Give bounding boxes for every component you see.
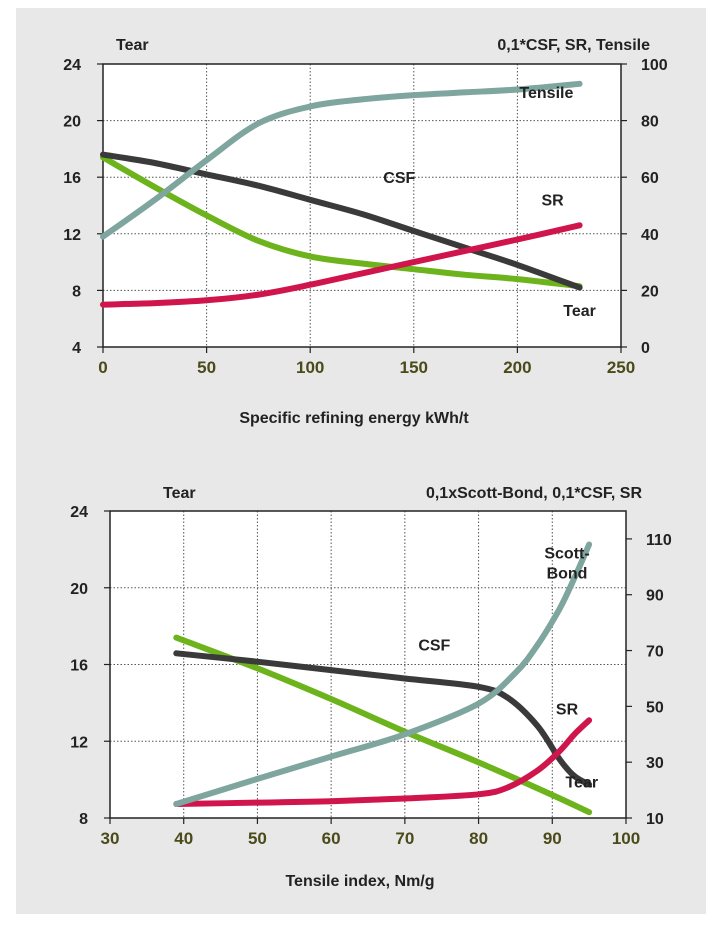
x-tick-label: 200	[503, 358, 531, 377]
y-left-tick-label: 16	[70, 658, 88, 675]
x-tick-label: 40	[174, 829, 193, 848]
y-left-tick-label: 20	[70, 581, 88, 598]
y-left-tick-label: 12	[70, 734, 88, 751]
series-line-tensile	[100, 80, 583, 240]
x-tick-label: 50	[248, 829, 267, 848]
y-left-tick-label: 12	[63, 227, 81, 244]
y-right-tick-label: 90	[646, 588, 664, 605]
x-tick-label: 50	[197, 358, 216, 377]
series-line-csf	[100, 151, 583, 291]
series-line-tear	[100, 154, 583, 290]
y-right-tick-label: 70	[646, 644, 664, 661]
x-tick-label: 80	[469, 829, 488, 848]
y-right-tick-label: 30	[646, 755, 664, 772]
series-label-csf: CSF	[383, 170, 415, 187]
series-label-tear: Tear	[565, 774, 598, 791]
y-left-axis-title: Tear	[163, 485, 196, 502]
x-tick-label: 250	[607, 358, 635, 377]
x-tick-label: 0	[98, 358, 107, 377]
series-label-sr: SR	[542, 193, 565, 210]
y-right-tick-label: 20	[641, 283, 659, 300]
y-right-tick-label: 80	[641, 114, 659, 131]
y-right-tick-label: 50	[646, 699, 664, 716]
series-label-sr: SR	[556, 702, 579, 719]
y-left-tick-label: 24	[63, 57, 81, 74]
x-axis-title: Specific refining energy kWh/t	[239, 410, 469, 427]
x-tick-label: 90	[543, 829, 562, 848]
x-tick-label: 150	[400, 358, 428, 377]
y-left-tick-label: 4	[72, 340, 81, 357]
series-label-tear: Tear	[563, 303, 596, 320]
x-tick-label: 30	[101, 829, 120, 848]
y-left-tick-label: 20	[63, 114, 81, 131]
y-right-tick-label: 40	[641, 227, 659, 244]
y-right-tick-label: 10	[646, 811, 664, 828]
y-left-tick-label: 16	[63, 170, 81, 187]
x-tick-label: 70	[395, 829, 414, 848]
y-right-axis-title: 0,1*CSF, SR, Tensile	[497, 37, 650, 54]
series-label-scott-bond: Scott-Bond	[544, 545, 589, 582]
series-label-csf: CSF	[418, 638, 450, 655]
series-label-tensile: Tensile	[519, 85, 573, 102]
y-left-tick-label: 8	[72, 283, 81, 300]
y-right-tick-label: 100	[641, 57, 668, 74]
y-right-tick-label: 110	[646, 532, 672, 549]
series-line-csf	[173, 650, 593, 788]
plot-frame	[102, 63, 622, 348]
x-tick-label: 60	[322, 829, 341, 848]
series-line-scott-bond	[173, 541, 593, 807]
x-axis-title: Tensile index, Nm/g	[285, 873, 434, 890]
y-left-axis-title: Tear	[116, 37, 149, 54]
y-right-axis-title: 0,1xScott-Bond, 0,1*CSF, SR	[426, 485, 642, 502]
y-left-tick-label: 24	[70, 504, 88, 521]
y-right-tick-label: 0	[641, 340, 650, 357]
series-line-sr	[100, 222, 583, 308]
y-right-tick-label: 60	[641, 170, 659, 187]
x-tick-label: 100	[612, 829, 640, 848]
series-line-sr	[173, 717, 593, 807]
x-tick-label: 100	[296, 358, 324, 377]
y-left-tick-label: 8	[79, 811, 88, 828]
